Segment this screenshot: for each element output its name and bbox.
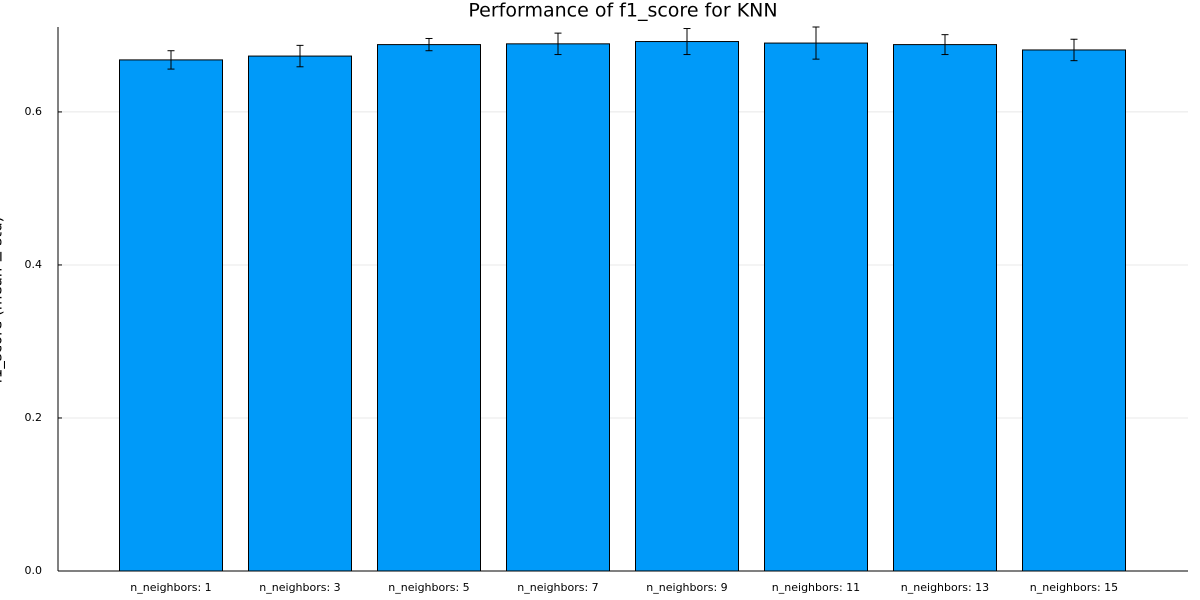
bar <box>1022 49 1126 572</box>
x-tick-label: n_neighbors: 9 <box>646 581 727 594</box>
x-tick-label: n_neighbors: 15 <box>1030 581 1118 594</box>
error-bar <box>1070 38 1078 62</box>
x-tick-label: n_neighbors: 11 <box>772 581 860 594</box>
y-tick-label: 0.4 <box>25 258 43 271</box>
y-tick-label: 0.0 <box>25 564 43 577</box>
bar <box>506 43 610 572</box>
error-bar <box>941 34 949 56</box>
bar <box>764 42 868 572</box>
x-tick-label: n_neighbors: 1 <box>130 581 211 594</box>
x-tick-label: n_neighbors: 13 <box>901 581 989 594</box>
bar <box>377 44 481 572</box>
error-bar <box>425 37 433 52</box>
x-tick-label: n_neighbors: 7 <box>517 581 598 594</box>
bar <box>248 55 352 572</box>
y-tick-label: 0.2 <box>25 411 43 424</box>
bar <box>893 44 997 572</box>
error-bar <box>812 26 820 60</box>
error-bar <box>167 50 175 70</box>
error-bar <box>683 28 691 56</box>
bar <box>119 59 223 572</box>
error-bar <box>554 32 562 56</box>
error-bar <box>296 44 304 68</box>
bar <box>635 41 739 572</box>
y-tick-label: 0.6 <box>25 105 43 118</box>
x-tick-label: n_neighbors: 5 <box>388 581 469 594</box>
x-tick-label: n_neighbors: 3 <box>259 581 340 594</box>
chart-title: Performance of f1_score for KNN <box>468 0 777 22</box>
y-axis-label: f1_score (mean ± std) <box>0 217 7 384</box>
